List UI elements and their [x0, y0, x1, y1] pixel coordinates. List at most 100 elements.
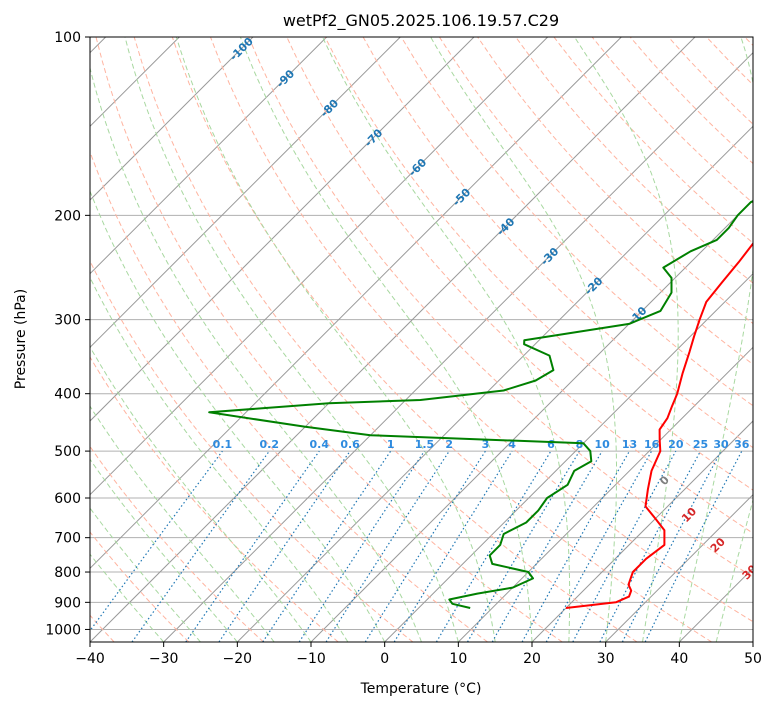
mixing-ratio-label: 25 [693, 438, 708, 451]
y-tick-label: 400 [54, 387, 81, 403]
mixing-ratio-label: 0.6 [340, 438, 360, 451]
mixing-ratio-label: 13 [622, 438, 637, 451]
isotherm-line [384, 272, 753, 642]
mixing-ratio-line [572, 450, 677, 642]
chart-title: wetPf2_GN05.2025.106.19.57.C29 [283, 11, 559, 31]
isotherm-line [163, 51, 753, 642]
dry-adiabat-line [400, 37, 753, 407]
isotherm-line [457, 346, 753, 642]
x-axis-ticks: −40 −30 −20 −10 0 10 20 30 40 50 [75, 642, 762, 667]
x-tick-label: −20 [223, 651, 253, 667]
isotherm-line [90, 37, 475, 422]
mixing-ratio-label: 6 [547, 438, 555, 451]
moist-adiabat-line [574, 37, 679, 642]
dry-adiabat-line [90, 150, 488, 642]
mixing-ratio-label: 0.1 [213, 438, 233, 451]
isotherm-line [531, 420, 753, 642]
y-tick-label: 1000 [45, 622, 81, 638]
mixing-ratio-label: 8 [576, 438, 584, 451]
y-axis-label: Pressure (hPa) [13, 289, 29, 389]
dry-adiabat-line [248, 37, 753, 578]
mixing-ratio-label: 0.2 [260, 438, 280, 451]
dry-adiabat-line [90, 356, 339, 642]
mixing-ratio-label: 36 [734, 438, 750, 451]
dry-adiabat-line [210, 37, 753, 623]
moist-adiabat-line [715, 498, 753, 642]
x-tick-label: −30 [149, 651, 179, 667]
moist-adiabat-line [90, 345, 312, 642]
dry-adiabat-line [133, 37, 638, 642]
y-tick-label: 500 [54, 444, 81, 460]
dry-adiabat-line [171, 37, 712, 642]
x-tick-label: 20 [523, 651, 541, 667]
temperature-profile-line [565, 242, 753, 609]
mixing-ratio-line [262, 450, 392, 642]
mixing-ratio-label: 16 [644, 438, 660, 451]
moist-adiabat-line [90, 405, 275, 642]
mixing-ratio-label: 1 [387, 438, 395, 451]
isotherm-line [90, 37, 549, 496]
dewpoint-profile-line [208, 200, 753, 609]
x-tick-label: 10 [449, 651, 467, 667]
isotherm-line [90, 37, 401, 349]
mixing-ratio-label: 30 [713, 438, 729, 451]
y-tick-label: 600 [54, 491, 81, 507]
mixing-ratio-line [644, 450, 743, 642]
moist-adiabat-line [678, 37, 753, 642]
sounding-profiles [208, 200, 753, 609]
mixing-ratio-line [90, 450, 223, 632]
moist-adiabat-line [175, 37, 496, 642]
dry-adiabat-line [515, 37, 753, 284]
mixing-ratio-label: 3 [482, 438, 490, 451]
moist-adiabat-line [124, 37, 459, 642]
mixing-ratio-label: 4 [508, 438, 516, 451]
mixing-ratio-line [218, 450, 351, 642]
y-tick-label: 300 [54, 313, 81, 329]
x-tick-label: 0 [380, 651, 389, 667]
dry-adiabat-line [324, 37, 753, 491]
mixing-ratio-label: 0.4 [310, 438, 330, 451]
moist-adiabat-line [239, 37, 533, 642]
dry-adiabat-line [438, 37, 753, 366]
mixing-ratio-lines [90, 450, 743, 642]
moist-adiabat-line [90, 553, 165, 642]
isotherm-line [90, 37, 254, 201]
mixing-ratio-label: 20 [668, 438, 684, 451]
y-tick-label: 900 [54, 595, 81, 611]
mixing-ratio-line [185, 450, 320, 642]
dry-adiabat-line [95, 37, 563, 642]
mixing-ratio-label: 1.5 [415, 438, 435, 451]
y-tick-label: 100 [54, 30, 81, 46]
moist-adiabats [90, 37, 753, 642]
plot-frame [89, 36, 754, 643]
y-tick-label: 200 [54, 208, 81, 224]
dry-adiabat-line [90, 531, 190, 642]
isotherm-line [90, 37, 328, 275]
dry-adiabat-line [90, 259, 414, 642]
mixing-ratio-line [521, 450, 631, 642]
y-axis-ticks: 100 200 300 400 500 600 700 800 900 1000 [45, 30, 90, 638]
mixing-ratio-line [545, 450, 653, 642]
moist-adiabat-line [90, 65, 422, 642]
mixing-ratio-label: 2 [445, 438, 453, 451]
y-tick-label: 800 [54, 565, 81, 581]
isotherm-line [90, 37, 622, 570]
mixing-ratio-line [325, 450, 450, 642]
dry-adiabats [90, 37, 753, 642]
mixing-ratio-line [131, 450, 270, 642]
x-tick-label: −40 [75, 651, 105, 667]
isotherm-line [236, 125, 753, 642]
moist-adiabat-line [430, 37, 617, 642]
moist-adiabat-line [90, 458, 238, 642]
x-tick-label: 40 [670, 651, 688, 667]
mixing-ratio-line [393, 450, 513, 642]
isotherm-line [605, 493, 753, 642]
moist-adiabat-line [90, 276, 349, 642]
x-tick-label: 50 [744, 651, 762, 667]
mixing-ratio-line [298, 450, 425, 642]
x-axis-label: Temperature (°C) [360, 681, 482, 697]
mixing-ratio-label: 10 [594, 438, 610, 451]
x-tick-label: −10 [296, 651, 326, 667]
